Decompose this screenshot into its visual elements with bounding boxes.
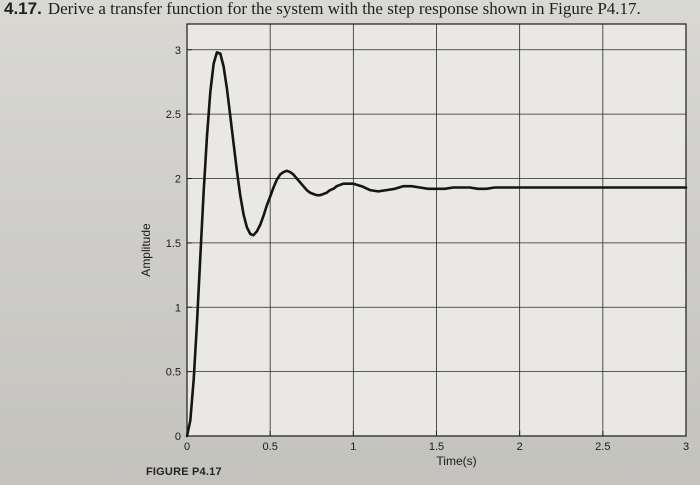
y-tick-label-6: 3 <box>175 45 181 57</box>
problem-number: 4.17. <box>4 0 42 18</box>
y-tick-label-4: 2 <box>175 174 181 186</box>
y-axis-label: Amplitude <box>139 223 153 277</box>
figure-caption: FIGURE P4.17 <box>146 466 222 478</box>
x-tick-label-6: 3 <box>683 441 689 453</box>
x-tick-label-2: 1 <box>350 441 356 453</box>
plot-frame <box>186 23 687 437</box>
problem-text: Derive a transfer function for the syste… <box>47 0 641 18</box>
x-tick-label-4: 2 <box>517 441 523 453</box>
y-tick-label-5: 2.5 <box>166 109 181 121</box>
tick-labels: 0 0.5 1 1.5 2 2.5 3 0 0.5 1 1.5 2 2.5 3 <box>166 45 689 453</box>
series-layer <box>185 51 688 438</box>
x-tick-label-0: 0 <box>184 441 190 453</box>
y-tick-label-2: 1 <box>175 302 181 314</box>
series-line-0 <box>185 51 688 438</box>
x-tick-label-5: 2.5 <box>595 441 610 453</box>
x-tick-label-3: 1.5 <box>429 441 444 453</box>
y-tick-label-0: 0 <box>175 431 181 443</box>
y-tick-label-1: 0.5 <box>166 367 181 379</box>
x-tick-label-1: 0.5 <box>263 441 278 453</box>
x-axis-label: Time(s) <box>436 454 476 468</box>
y-tick-label-3: 1.5 <box>166 238 181 250</box>
problem-statement: 4.17. Derive a transfer function for the … <box>4 0 700 19</box>
